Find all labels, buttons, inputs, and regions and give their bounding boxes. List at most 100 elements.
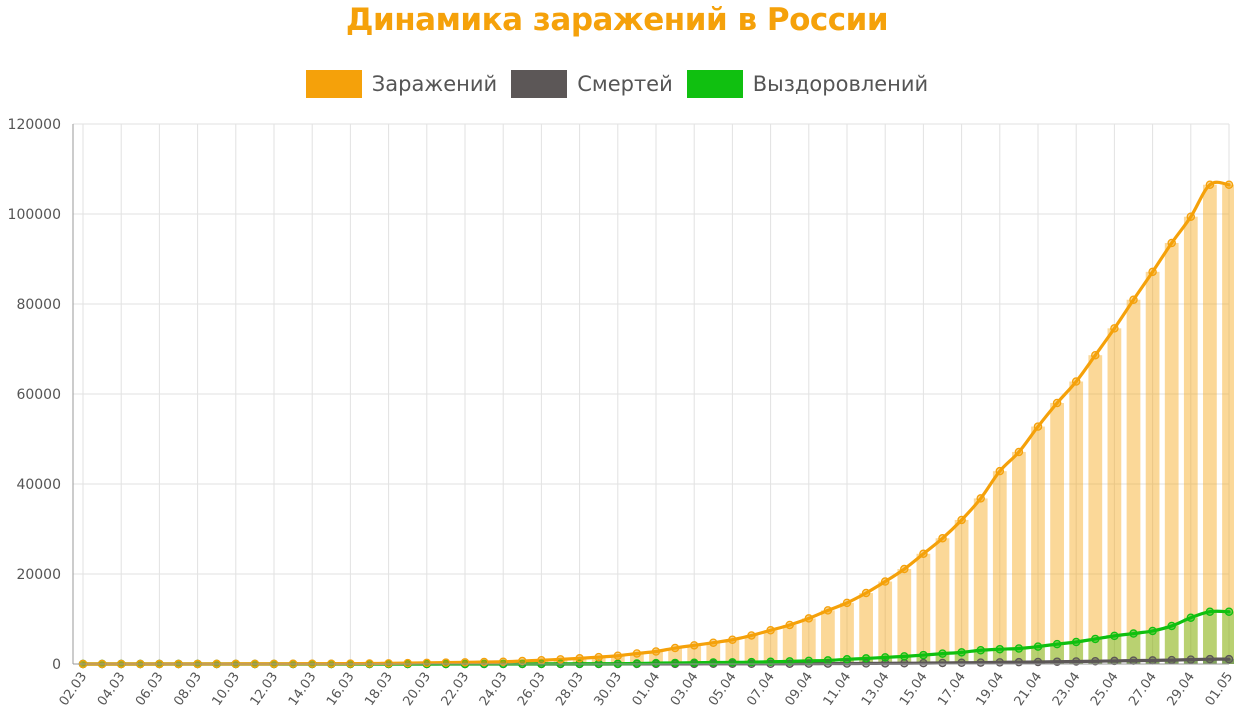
bar-infections	[859, 593, 873, 664]
bar-recoveries	[1107, 635, 1122, 664]
bar-infections	[1069, 381, 1084, 664]
point-infections	[1186, 212, 1196, 221]
legend-label-deaths: Смертей	[577, 72, 673, 96]
point-infections	[1014, 447, 1024, 457]
point-infections	[1224, 180, 1234, 190]
y-tick-label: 80000	[16, 297, 61, 313]
y-tick-label: 0	[52, 657, 61, 673]
x-tick-label: 06.03	[133, 670, 167, 709]
bars	[76, 184, 1234, 664]
x-tick-label: 26.03	[515, 670, 549, 709]
point-infections	[1205, 180, 1215, 190]
point-infections	[556, 655, 565, 664]
point-deaths	[1186, 655, 1196, 664]
bar-deaths	[1145, 660, 1160, 664]
point-recoveries	[1186, 613, 1196, 622]
point-infections	[1052, 398, 1062, 408]
point-recoveries	[938, 649, 947, 658]
point-infections	[709, 638, 718, 647]
point-infections	[632, 649, 642, 658]
point-recoveries	[1091, 634, 1100, 644]
point-recoveries	[1167, 621, 1176, 631]
point-recoveries	[1033, 642, 1043, 651]
point-recoveries	[900, 652, 909, 661]
bar-recoveries	[1222, 611, 1234, 664]
point-recoveries	[747, 657, 756, 667]
point-infections	[479, 657, 489, 667]
point-deaths	[880, 659, 890, 668]
bar-recoveries	[954, 652, 969, 664]
point-recoveries	[1224, 607, 1234, 616]
bar-infections	[630, 653, 644, 664]
point-infections	[766, 626, 775, 635]
point-infections	[575, 654, 584, 663]
x-tick-label: 22.03	[439, 670, 473, 709]
point-deaths	[900, 658, 909, 668]
point-recoveries	[804, 656, 814, 666]
point-recoveries	[823, 656, 833, 665]
legend-item-deaths[interactable]: Смертей	[511, 70, 673, 98]
bar-infections	[687, 645, 702, 664]
bar-infections	[744, 635, 759, 664]
point-recoveries	[1052, 639, 1062, 649]
legend: Заражений Смертей Выздоровлений	[0, 70, 1234, 98]
point-recoveries	[689, 658, 699, 667]
y-tick-label: 120000	[8, 117, 61, 133]
point-deaths	[957, 658, 966, 668]
x-tick-label: 20.03	[400, 670, 434, 709]
x-tick-label: 24.03	[477, 670, 511, 709]
bar-infections	[1012, 451, 1026, 664]
point-infections	[460, 658, 470, 667]
point-infections	[823, 606, 833, 615]
bar-infections	[782, 624, 797, 664]
bar-infections	[897, 569, 912, 664]
point-deaths	[1052, 657, 1062, 666]
point-infections	[976, 494, 985, 503]
y-tick-label: 40000	[16, 477, 61, 493]
point-infections	[403, 658, 412, 668]
point-deaths	[1129, 656, 1138, 665]
legend-item-infections[interactable]: Заражений	[305, 70, 498, 98]
point-infections	[537, 655, 546, 665]
point-infections	[365, 659, 374, 668]
x-tick-label: 05.04	[706, 670, 740, 709]
point-recoveries	[976, 645, 985, 655]
point-infections	[1071, 377, 1081, 386]
bar-recoveries	[1164, 625, 1179, 664]
bar-infections	[1031, 426, 1045, 664]
point-infections	[422, 658, 432, 668]
legend-label-infections: Заражений	[371, 72, 498, 96]
legend-item-recoveries[interactable]: Выздоровлений	[686, 70, 928, 98]
bar-infections	[1088, 355, 1103, 664]
point-deaths	[1014, 657, 1024, 667]
bar-infections	[935, 538, 950, 664]
point-infections	[670, 643, 680, 653]
bar-infections	[916, 553, 931, 664]
x-tick-label: 14.03	[286, 670, 320, 709]
x-tick-label: 10.03	[209, 670, 243, 709]
point-recoveries	[842, 655, 852, 664]
point-infections	[900, 564, 909, 574]
bar-recoveries	[1088, 638, 1103, 664]
bar-infections	[1107, 328, 1122, 664]
x-tick-label: 13.04	[859, 670, 893, 709]
bar-infections	[840, 602, 854, 664]
bar-deaths	[1164, 660, 1179, 664]
legend-swatch-infections	[305, 70, 362, 98]
legend-swatch-recoveries	[686, 70, 743, 98]
chart-title: Динамика заражений в России	[345, 2, 889, 38]
bar-deaths	[1126, 660, 1141, 664]
point-deaths	[1205, 654, 1215, 664]
point-recoveries	[1014, 644, 1024, 653]
point-infections	[919, 549, 928, 559]
bar-infections	[1203, 184, 1217, 664]
x-tick-label: 21.04	[1012, 670, 1046, 709]
bar-infections	[572, 658, 587, 664]
bar-recoveries	[1145, 630, 1160, 664]
point-infections	[1167, 238, 1176, 248]
point-infections	[1129, 295, 1138, 304]
x-tick-label: 28.03	[553, 670, 587, 709]
bar-recoveries	[1183, 617, 1198, 664]
bar-recoveries	[840, 659, 854, 664]
